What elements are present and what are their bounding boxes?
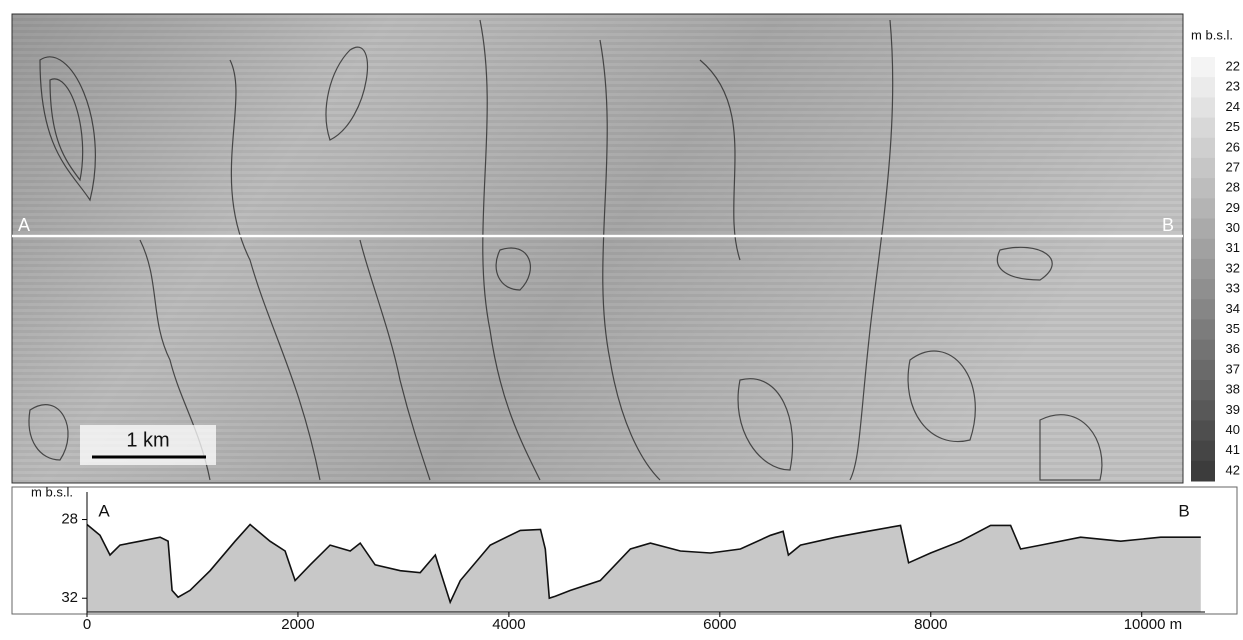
colorbar-step	[1191, 340, 1215, 361]
colorbar-step	[1191, 118, 1215, 139]
colorbar-label: 41	[1226, 442, 1240, 457]
colorbar-label: 32	[1226, 260, 1240, 275]
colorbar-label: 40	[1226, 422, 1240, 437]
scale-bar-label: 1 km	[126, 429, 169, 451]
colorbar-label: 39	[1226, 402, 1240, 417]
colorbar-step	[1191, 138, 1215, 159]
x-tick-label: 0	[83, 616, 91, 633]
colorbar-step	[1191, 441, 1215, 462]
colorbar-label: 33	[1226, 281, 1240, 296]
colorbar-label: 23	[1226, 79, 1240, 94]
colorbar-label: 24	[1226, 99, 1240, 114]
colorbar-step	[1191, 299, 1215, 320]
colorbar-label: 27	[1226, 159, 1240, 174]
colorbar-step	[1191, 158, 1215, 179]
profile-end: B	[1178, 501, 1189, 520]
colorbar-label: 34	[1226, 301, 1240, 316]
map: A B 1 km	[12, 14, 1183, 483]
x-tick-label: 8000	[914, 616, 947, 633]
colorbar-label: 29	[1226, 200, 1240, 215]
colorbar-label: 30	[1226, 220, 1240, 235]
colorbar-label: 36	[1226, 341, 1240, 356]
colorbar-label: 25	[1226, 119, 1240, 134]
colorbar-step	[1191, 198, 1215, 219]
colorbar-step	[1191, 420, 1215, 441]
x-tick-label: 6000	[703, 616, 736, 633]
y-axis-label: m b.s.l.	[31, 484, 73, 499]
colorbar-step	[1191, 400, 1215, 421]
colorbar-label: 35	[1226, 321, 1240, 336]
colorbar-label: 38	[1226, 382, 1240, 397]
colorbar-label: 31	[1226, 240, 1240, 255]
colorbar-step	[1191, 461, 1215, 482]
colorbar-step	[1191, 97, 1215, 118]
profile-area	[87, 525, 1201, 613]
profile-chart: m b.s.l. A B 28 32 0 2000 4000 6000 8000 10000 …	[12, 484, 1237, 633]
x-tick-label: 10000 m	[1124, 616, 1182, 633]
colorbar-step	[1191, 239, 1215, 260]
colorbar-label: 37	[1226, 361, 1240, 376]
colorbar-step	[1191, 57, 1215, 78]
colorbar-step	[1191, 360, 1215, 381]
x-tick-label: 4000	[492, 616, 525, 633]
colorbar-label: 22	[1226, 59, 1240, 74]
figure: A B 1 km m b.s.l. 22 23 24 25 26 27 28 29 30 31 32…	[0, 0, 1243, 635]
colorbar-step	[1191, 178, 1215, 199]
colorbar-title: m b.s.l.	[1191, 27, 1233, 42]
colorbar-step	[1191, 219, 1215, 240]
colorbar-step	[1191, 319, 1215, 340]
section-end: B	[1162, 215, 1174, 235]
colorbar-label: 42	[1226, 462, 1240, 477]
colorbar-step	[1191, 77, 1215, 98]
x-tick-label: 2000	[281, 616, 314, 633]
colorbar: m b.s.l. 22 23 24 25 26 27 28 29 30 31 32 33 34 35 36 3…	[1191, 27, 1240, 481]
colorbar-step	[1191, 380, 1215, 401]
colorbar-label: 26	[1226, 139, 1240, 154]
y-tick-label: 32	[61, 589, 78, 606]
colorbar-step	[1191, 279, 1215, 300]
section-start: A	[18, 215, 30, 235]
colorbar-step	[1191, 259, 1215, 280]
y-tick-label: 28	[61, 511, 78, 528]
page: {"map": {"section_start": "A", "section_…	[0, 0, 1243, 635]
colorbar-label: 28	[1226, 180, 1240, 195]
profile-start: A	[98, 501, 110, 520]
